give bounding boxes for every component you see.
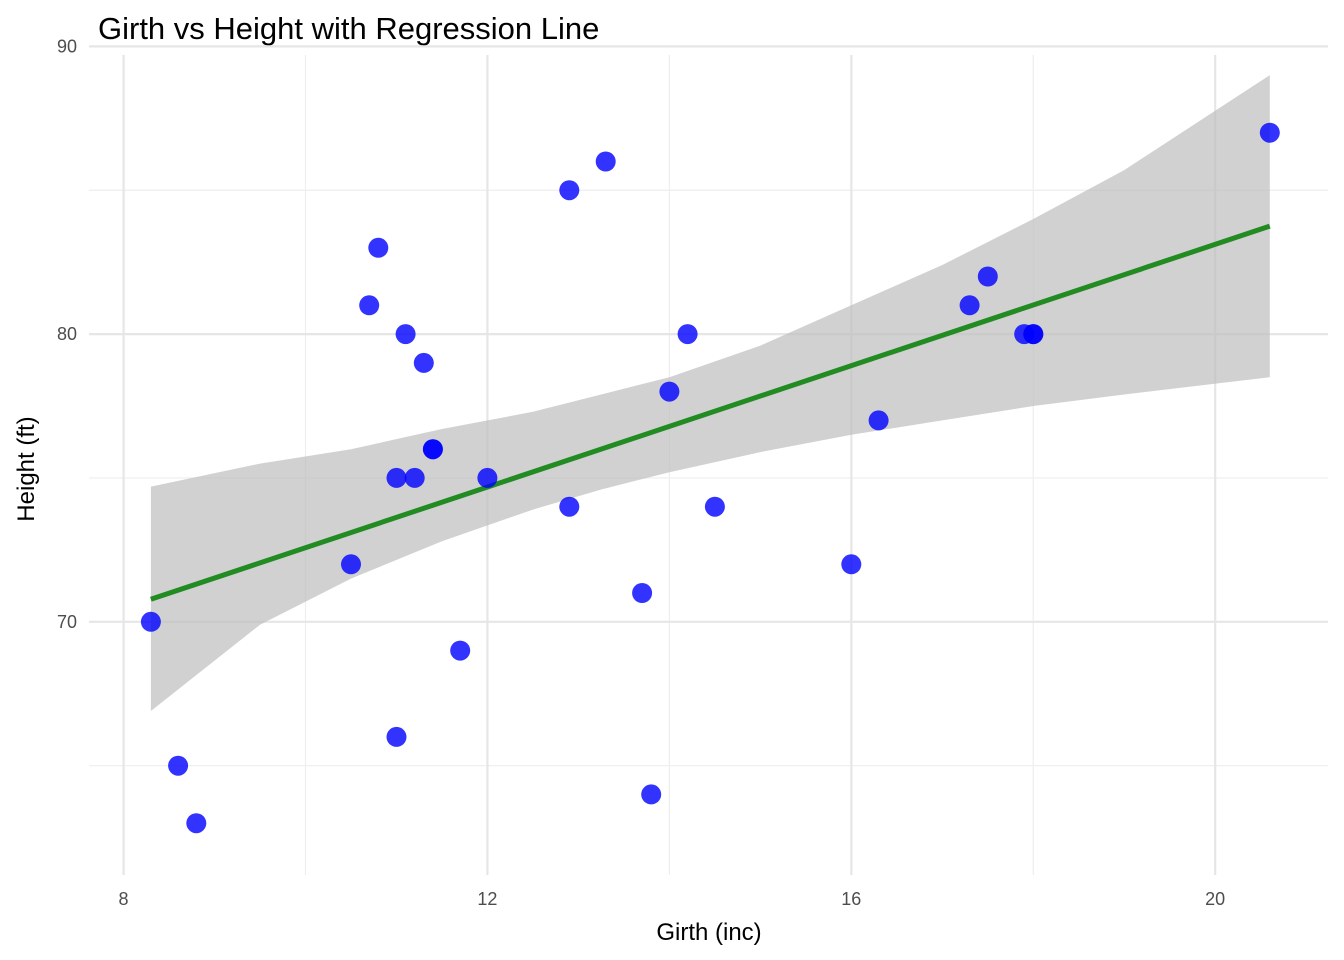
data-point — [368, 237, 389, 258]
data-point — [977, 266, 998, 287]
data-point — [841, 554, 862, 575]
data-point — [632, 583, 653, 603]
data-point — [677, 324, 698, 345]
y-tick-label: 90 — [57, 36, 77, 56]
data-point — [404, 467, 425, 488]
data-point — [386, 467, 407, 488]
data-point — [186, 813, 207, 834]
data-point — [477, 467, 498, 488]
data-point — [559, 496, 580, 517]
y-tick-label: 80 — [57, 324, 77, 344]
data-point — [1023, 324, 1044, 345]
data-point — [450, 640, 471, 661]
data-point — [413, 352, 434, 373]
x-tick-label: 8 — [119, 889, 129, 909]
regression-line — [150, 223, 1271, 602]
data-point — [641, 784, 662, 805]
data-point — [959, 295, 980, 316]
data-point — [704, 496, 725, 517]
y-axis-tick-labels: 70 80 90 — [57, 36, 77, 631]
data-point — [168, 755, 189, 776]
x-axis-tick-labels: 8 12 16 20 — [119, 889, 1226, 909]
data-point — [422, 439, 443, 460]
data-point — [595, 151, 616, 172]
data-point — [140, 611, 161, 632]
x-tick-label: 16 — [841, 889, 861, 909]
data-point — [386, 726, 407, 747]
x-tick-label: 12 — [477, 889, 497, 909]
data-point — [559, 180, 580, 201]
data-point — [341, 554, 361, 575]
data-point — [1259, 122, 1280, 143]
data-point — [659, 381, 680, 402]
data-points — [140, 122, 1280, 834]
data-point — [868, 410, 889, 431]
confidence-band — [150, 75, 1270, 712]
data-point — [395, 324, 416, 345]
y-tick-label: 70 — [57, 612, 77, 632]
x-tick-label: 20 — [1205, 889, 1225, 909]
plot-panel — [89, 45, 1328, 875]
data-point — [359, 295, 380, 316]
y-axis-title: Height (ft) — [13, 416, 40, 521]
chart-title: Girth vs Height with Regression Line — [98, 11, 599, 46]
x-axis-title: Girth (inc) — [656, 919, 761, 946]
